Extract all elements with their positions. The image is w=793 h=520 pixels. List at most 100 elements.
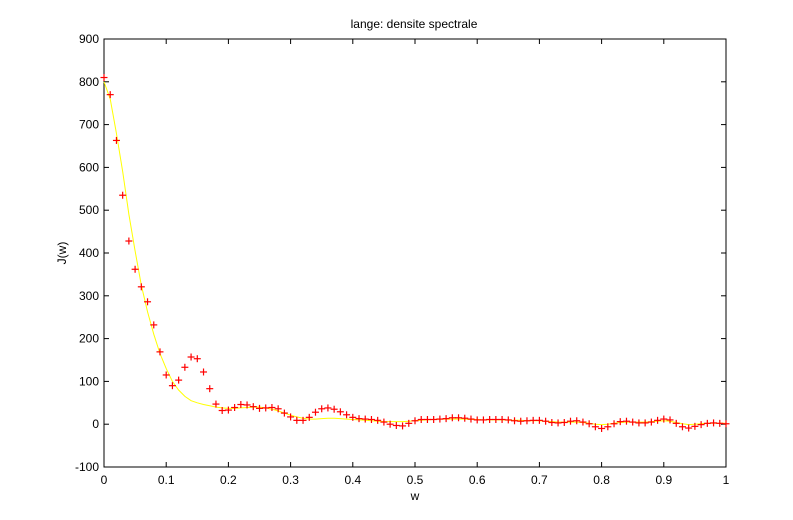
data-point-marker bbox=[641, 419, 649, 427]
data-point-marker bbox=[560, 418, 568, 426]
data-point-marker bbox=[243, 401, 251, 409]
x-tick-label: 0.5 bbox=[407, 473, 424, 487]
data-point-marker bbox=[411, 417, 419, 425]
data-point-marker bbox=[119, 191, 127, 199]
data-point-marker bbox=[318, 405, 326, 413]
y-tick-label: 900 bbox=[79, 32, 99, 46]
data-point-marker bbox=[336, 408, 344, 416]
data-point-marker bbox=[262, 404, 270, 412]
y-tick-label: 800 bbox=[79, 75, 99, 89]
data-point-marker bbox=[716, 419, 724, 427]
data-point-marker bbox=[579, 418, 587, 426]
data-point-marker bbox=[629, 418, 637, 426]
data-point-marker bbox=[231, 404, 239, 412]
data-point-marker bbox=[181, 363, 189, 371]
data-point-marker bbox=[461, 414, 469, 422]
data-point-marker bbox=[672, 419, 680, 427]
data-point-marker bbox=[187, 353, 195, 361]
data-point-marker bbox=[542, 417, 550, 425]
x-tick-label: 0.7 bbox=[531, 473, 548, 487]
data-point-marker bbox=[106, 91, 114, 99]
data-point-marker bbox=[280, 409, 288, 417]
x-tick-label: 0.1 bbox=[158, 473, 175, 487]
data-point-marker bbox=[604, 423, 612, 431]
x-tick-label: 0.6 bbox=[469, 473, 486, 487]
y-tick-label: 500 bbox=[79, 203, 99, 217]
data-point-marker bbox=[305, 413, 313, 421]
data-point-marker bbox=[330, 405, 338, 413]
data-point-marker bbox=[523, 417, 531, 425]
data-point-marker bbox=[361, 415, 369, 423]
y-tick-label: 400 bbox=[79, 246, 99, 260]
data-point-marker bbox=[585, 420, 593, 428]
axis-ticks bbox=[103, 38, 727, 468]
data-point-marker bbox=[492, 415, 500, 423]
data-point-marker bbox=[137, 283, 145, 291]
data-point-marker bbox=[150, 321, 158, 329]
data-point-marker bbox=[168, 382, 176, 390]
data-point-marker bbox=[685, 424, 693, 432]
data-point-marker bbox=[591, 423, 599, 431]
x-tick-label: 0.3 bbox=[282, 473, 299, 487]
data-point-marker bbox=[131, 265, 139, 273]
y-tick-label: 600 bbox=[79, 160, 99, 174]
data-point-marker bbox=[504, 416, 512, 424]
data-point-marker bbox=[112, 136, 120, 144]
data-point-marker bbox=[610, 420, 618, 428]
data-point-marker bbox=[498, 415, 506, 423]
data-point-marker bbox=[473, 416, 481, 424]
data-point-marker bbox=[274, 405, 282, 413]
y-tick-label: 100 bbox=[79, 374, 99, 388]
x-tick-label: 0.8 bbox=[593, 473, 610, 487]
data-point-marker bbox=[722, 420, 730, 428]
data-point-marker bbox=[622, 417, 630, 425]
data-point-marker bbox=[156, 348, 164, 356]
data-point-marker bbox=[567, 417, 574, 425]
data-point-marker bbox=[193, 355, 201, 363]
x-axis-label: w bbox=[410, 489, 420, 503]
data-point-marker bbox=[598, 424, 606, 432]
data-point-marker bbox=[405, 419, 413, 427]
data-point-marker bbox=[392, 421, 400, 429]
data-point-marker bbox=[448, 414, 456, 422]
data-point-marker bbox=[175, 376, 183, 384]
data-point-marker bbox=[299, 416, 307, 424]
data-point-marker bbox=[311, 408, 319, 416]
data-point-marker bbox=[511, 417, 519, 425]
data-point-marker bbox=[386, 420, 394, 428]
data-point-marker bbox=[647, 418, 655, 426]
data-point-marker bbox=[367, 415, 375, 423]
data-point-marker bbox=[256, 404, 263, 412]
data-point-marker bbox=[479, 416, 487, 424]
data-point-marker bbox=[666, 416, 674, 424]
data-point-marker bbox=[206, 385, 214, 393]
data-point-marker bbox=[200, 368, 208, 376]
data-point-marker bbox=[218, 407, 226, 415]
tick-labels-layer: 0 0.1 0.2 0.3 0.4 0.5 0.6 0.7 0.8 0.9 1-1000100200… bbox=[75, 32, 730, 487]
data-point-marker bbox=[162, 371, 170, 379]
data-point-marker bbox=[417, 415, 425, 423]
data-point-marker bbox=[249, 403, 257, 411]
data-point-marker bbox=[355, 415, 363, 423]
data-point-marker bbox=[573, 417, 581, 425]
data-point-marker bbox=[691, 422, 699, 430]
x-tick-label: 0.4 bbox=[344, 473, 361, 487]
data-point-marker bbox=[268, 404, 276, 412]
data-point-marker bbox=[442, 415, 450, 423]
data-point-marker bbox=[399, 422, 407, 430]
data-point-marker bbox=[212, 400, 220, 408]
y-tick-label: -100 bbox=[75, 460, 99, 474]
data-point-marker bbox=[224, 406, 232, 414]
data-point-marker bbox=[144, 298, 152, 306]
data-point-marker bbox=[529, 416, 537, 424]
data-point-marker bbox=[660, 415, 668, 423]
y-tick-label: 300 bbox=[79, 289, 99, 303]
data-point-marker bbox=[616, 418, 624, 426]
data-point-marker bbox=[349, 413, 357, 421]
data-point-marker bbox=[710, 419, 718, 427]
data-point-marker bbox=[423, 415, 431, 423]
data-point-marker bbox=[486, 415, 494, 423]
x-tick-label: 0.2 bbox=[220, 473, 237, 487]
data-point-marker bbox=[554, 419, 562, 427]
